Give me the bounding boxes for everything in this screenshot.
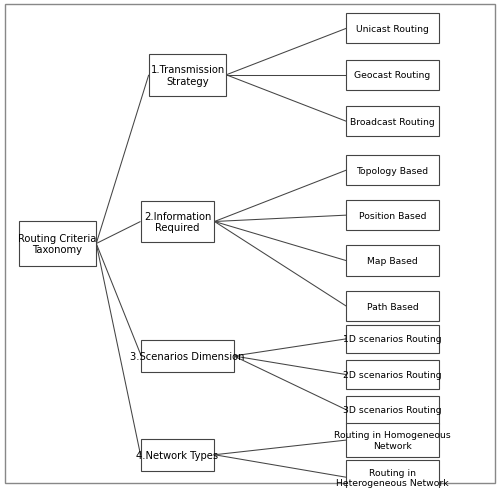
Text: Unicast Routing: Unicast Routing	[356, 25, 429, 34]
FancyBboxPatch shape	[346, 291, 439, 322]
Text: 2.Information
Required: 2.Information Required	[144, 211, 211, 233]
Text: Routing in
Heterogeneous Network: Routing in Heterogeneous Network	[336, 468, 449, 487]
Text: 1.Transmission
Strategy: 1.Transmission Strategy	[150, 65, 224, 86]
FancyBboxPatch shape	[346, 201, 439, 231]
FancyBboxPatch shape	[346, 61, 439, 91]
FancyBboxPatch shape	[346, 14, 439, 44]
Text: Geocast Routing: Geocast Routing	[354, 71, 430, 80]
Text: Routing in Homogeneous
Network: Routing in Homogeneous Network	[334, 430, 451, 450]
FancyBboxPatch shape	[149, 55, 226, 97]
Text: 3.Scenarios Dimension: 3.Scenarios Dimension	[130, 351, 245, 361]
FancyBboxPatch shape	[346, 361, 439, 389]
FancyBboxPatch shape	[346, 460, 439, 488]
FancyBboxPatch shape	[140, 439, 214, 470]
Text: Routing Criteria
Taxonomy: Routing Criteria Taxonomy	[18, 233, 96, 255]
Text: Path Based: Path Based	[366, 302, 418, 311]
FancyBboxPatch shape	[346, 107, 439, 137]
Text: Position Based: Position Based	[359, 211, 426, 220]
FancyBboxPatch shape	[19, 222, 96, 266]
Text: 2D scenarios Routing: 2D scenarios Routing	[343, 370, 442, 379]
FancyBboxPatch shape	[346, 396, 439, 424]
Text: 4.Network Types: 4.Network Types	[136, 450, 218, 460]
FancyBboxPatch shape	[140, 202, 214, 242]
Text: 3D scenarios Routing: 3D scenarios Routing	[343, 406, 442, 414]
FancyBboxPatch shape	[346, 325, 439, 353]
Text: Broadcast Routing: Broadcast Routing	[350, 118, 435, 126]
Text: Topology Based: Topology Based	[356, 166, 428, 175]
FancyBboxPatch shape	[346, 423, 439, 457]
FancyBboxPatch shape	[346, 156, 439, 186]
FancyBboxPatch shape	[346, 246, 439, 276]
Text: Map Based: Map Based	[367, 257, 418, 265]
Text: 1D scenarios Routing: 1D scenarios Routing	[343, 335, 442, 344]
FancyBboxPatch shape	[142, 341, 234, 372]
